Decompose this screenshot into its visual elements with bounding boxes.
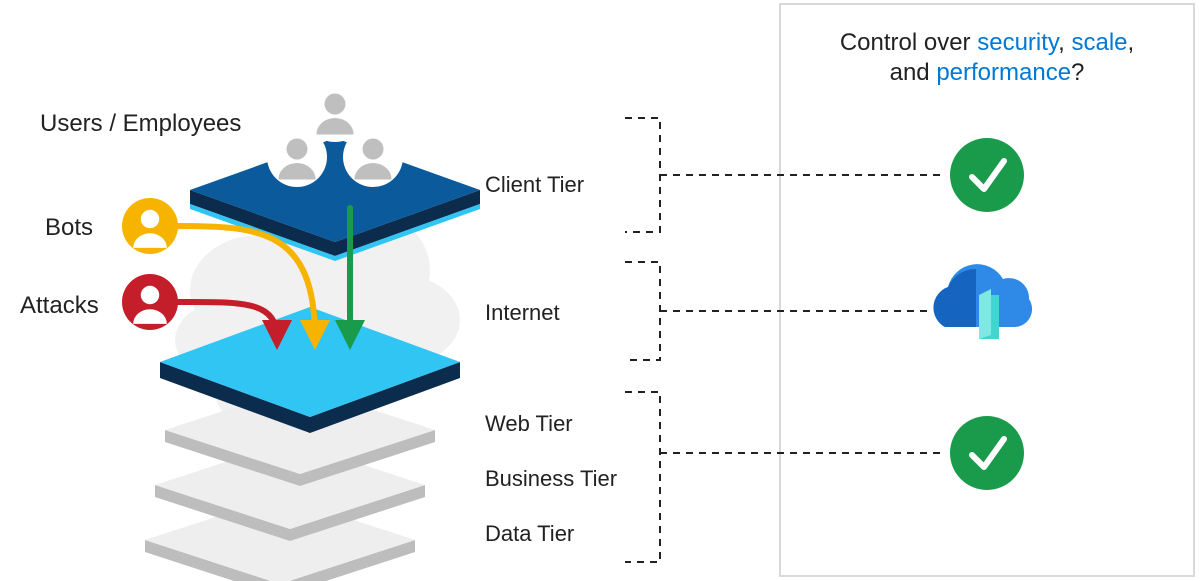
label-data-tier: Data Tier (485, 521, 574, 547)
label-business-tier: Business Tier (485, 466, 617, 492)
label-attacks: Attacks (20, 292, 99, 320)
bracket-client (625, 118, 940, 232)
check-indicator-icon (950, 416, 1024, 490)
user-avatar-icon (343, 127, 403, 187)
bot-icon (122, 198, 178, 254)
label-bots: Bots (45, 214, 93, 242)
attack-icon (122, 274, 178, 330)
label-users: Users / Employees (40, 110, 241, 138)
user-avatar-icon (267, 127, 327, 187)
bracket-internet (625, 262, 930, 360)
bracket-lower (625, 392, 940, 562)
label-client-tier: Client Tier (485, 172, 584, 198)
label-web-tier: Web Tier (485, 411, 573, 437)
label-internet: Internet (485, 300, 560, 326)
azure-front-door-icon (934, 264, 1033, 339)
check-indicator-icon (950, 138, 1024, 212)
